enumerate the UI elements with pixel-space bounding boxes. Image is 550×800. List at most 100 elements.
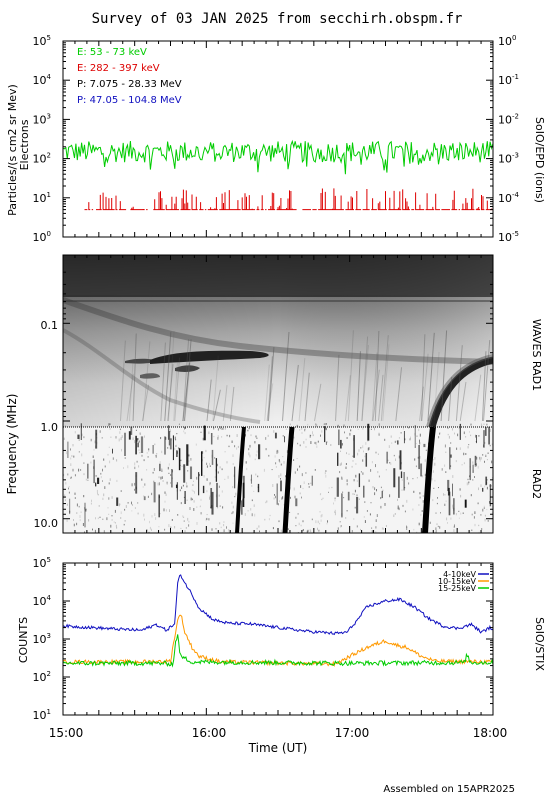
rad2-noise-dot [134,482,136,486]
rad2-noise-dot [268,454,270,457]
rad2-noise-dot [454,524,455,528]
rad2-noise-dot [116,479,118,482]
rad2-noise-dot [375,451,377,454]
rad2-noise-dot [209,462,210,466]
rad2-noise-dot [259,530,260,533]
rad2-noise-dot [307,423,309,426]
rad2-noise-dot [66,519,68,522]
rad2-noise-dot [471,529,473,531]
rad2-noise-dot [134,466,136,470]
rad2-noise-dot [102,518,104,520]
rad2-noise-dot [236,434,238,437]
rad2-noise-dot [470,434,472,437]
rad2-noise-dot [398,437,400,439]
rad2-noise-dot [484,518,486,522]
rad2-noise-dot [467,446,469,449]
rad2-noise-dot [435,530,437,533]
rad2-noise-dot [234,496,236,498]
rad2-noise-dot [282,456,284,458]
rad2-noise-dot [181,486,183,489]
rad2-noise-dot [175,444,177,447]
rad2-noise-dot [395,458,396,461]
rad2-noise-dot [123,523,125,526]
rad2-noise-dot [410,436,411,440]
series-line-15-25kev [63,634,493,668]
rad2-noise-dot [397,498,398,501]
rad2-noise-dot [206,514,208,516]
rad2-noise-dot [354,493,355,495]
rad2-noise-dot [115,524,117,528]
spectrogram-image [63,255,493,533]
rad2-noise-dot [231,501,233,504]
x-tick-15:00: 15:00 [49,726,84,740]
rad2-noise-dot [94,440,96,444]
rad2-noise-dot [380,505,382,509]
rad1-faint-line [304,372,310,422]
rad2-noise-dot [155,517,157,520]
rad2-noise-dot [278,475,280,478]
rad2-noise-dot [138,440,140,443]
rad2-noise-dot [95,529,96,533]
rad2-noise-dot [64,424,66,427]
rad2-noise-dot [102,480,103,482]
rad2-noise-dot [487,520,489,522]
rad2-noise-dot [151,528,152,531]
rad2-noise-dot [307,529,309,533]
rad2-noise-dot [444,503,446,506]
rad2-noise-dot [70,463,72,466]
rad2-noise-dot [174,526,176,529]
rad1-faint-line [420,334,426,422]
rad2-noise-dot [415,465,417,468]
rad2-noise-dot [192,484,194,486]
rad2-noise-dot [409,438,411,441]
rad2-noise-dot [203,457,205,459]
rad2-noise-dot [147,495,149,498]
rad2-noise-dot [421,475,423,478]
rad2-noise-dot [301,496,302,499]
rad2-noise-dot [144,483,146,486]
rad2-noise-dot [450,517,452,520]
rad2-noise-dot [406,499,408,503]
rad2-noise-dot [158,526,160,528]
rad1-faint-line [183,339,192,422]
particles-y-tick-label: 104 [33,73,52,87]
rad2-noise-dot [458,517,460,519]
rad2-noise-dot [71,455,73,457]
rad2-noise-dot [358,449,360,452]
rad2-noise-dot [303,441,305,444]
rad2-noise-dot [104,486,106,489]
rad2-noise-dot [363,516,365,518]
rad2-noise-dot [354,506,356,509]
rad2-noise-dot [108,497,110,500]
rad2-noise-dot [224,451,226,453]
rad2-noise-dot [81,453,83,457]
rad2-noise-dot [417,456,419,459]
particles-traces [63,139,493,211]
rad2-noise-dot [72,444,74,447]
rad2-noise-dot [144,435,145,438]
rad2-noise-dot [158,476,160,479]
rad2-noise-dot [305,472,307,474]
rad2-noise-dot [221,490,223,493]
rad2-noise-dot [310,530,312,533]
rad1-faint-line [141,384,150,422]
rad2-noise-dot [242,498,243,501]
rad2-noise-dot [277,450,279,454]
rad2-noise-dot [257,475,259,478]
rad2-noise-dot [465,453,467,455]
rad2-noise-dot [97,493,99,496]
rad2-noise-dot [437,525,439,528]
legend-p-7-28: P: 7.075 - 28.33 MeV [77,79,182,90]
rad1-faint-line [344,375,351,422]
rad2-noise-dot [396,440,398,442]
rad2-noise-dot [187,470,189,472]
rad2-noise-dot [483,444,484,448]
rad2-noise-dot [234,445,236,448]
stix-y-tick-label: 105 [33,556,51,570]
rad2-noise-dot [171,519,173,521]
rad1-faint-line [298,357,306,422]
rad2-noise-dot [120,511,122,515]
rad2-noise-dot [424,459,426,462]
rad2-noise-dot [217,428,219,431]
